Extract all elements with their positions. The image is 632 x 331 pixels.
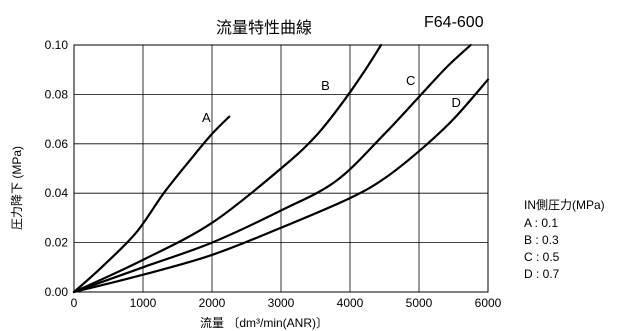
- y-tick-label: 0.02: [45, 236, 69, 250]
- series-label-a: A: [202, 110, 211, 125]
- legend-entry-c: C : 0.5: [524, 249, 605, 266]
- y-tick-label: 0.04: [45, 186, 69, 200]
- x-tick-labels: 0 1000 2000 3000 4000 5000 6000: [71, 296, 502, 310]
- x-tick-label: 6000: [475, 296, 502, 310]
- x-tick-label: 5000: [406, 296, 433, 310]
- x-tick-label: 2000: [199, 296, 226, 310]
- x-tick-label: 1000: [130, 296, 157, 310]
- y-tick-label: 0.08: [45, 87, 69, 101]
- series-label-b: B: [321, 78, 330, 93]
- series-label-d: D: [452, 95, 461, 110]
- x-axis-label: 流量 〔dm³/min(ANR)〕: [200, 314, 328, 331]
- y-tick-label: 0.10: [45, 38, 69, 52]
- x-tick-label: 4000: [337, 296, 364, 310]
- series-label-c: C: [406, 73, 415, 88]
- y-tick-labels: 0.00 0.02 0.04 0.06 0.08 0.10: [45, 38, 69, 299]
- legend: IN側圧力(MPa) A : 0.1 B : 0.3 C : 0.5 D : 0…: [524, 197, 605, 283]
- y-tick-label: 0.00: [45, 285, 69, 299]
- series-line-b: [74, 45, 381, 292]
- legend-entry-a: A : 0.1: [524, 215, 605, 232]
- x-tick-label: 3000: [268, 296, 295, 310]
- legend-entry-b: B : 0.3: [524, 232, 605, 249]
- x-tick-label: 0: [71, 296, 78, 310]
- legend-entry-d: D : 0.7: [524, 266, 605, 283]
- series-line-a: [74, 117, 229, 292]
- y-axis-label: 圧力降下 (MPa): [8, 146, 25, 230]
- y-tick-label: 0.06: [45, 137, 69, 151]
- legend-title: IN側圧力(MPa): [524, 197, 605, 214]
